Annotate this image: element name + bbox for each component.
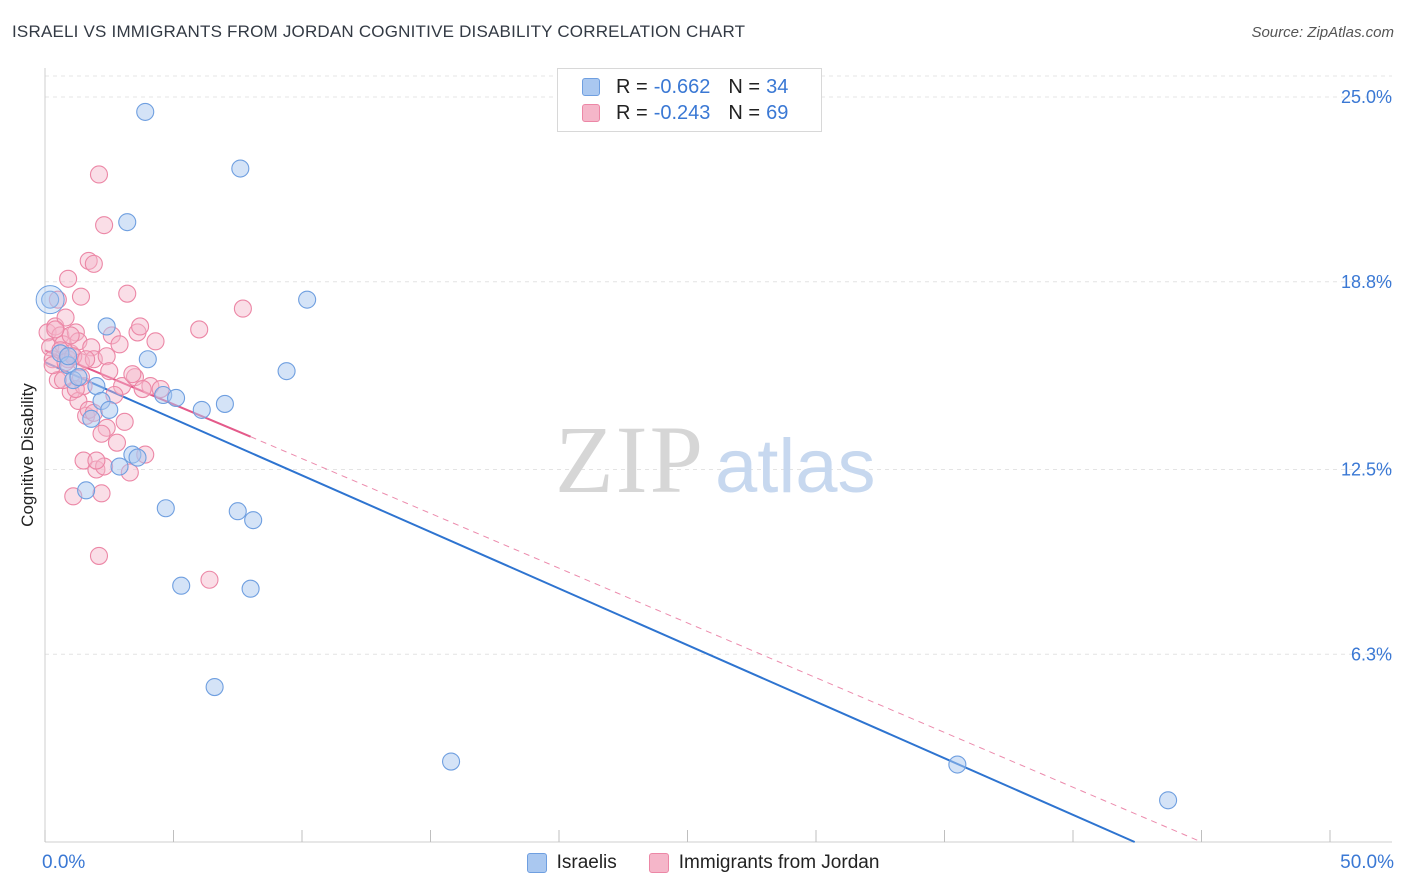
israelis-point xyxy=(192,400,211,419)
israelis-point xyxy=(69,368,88,387)
israelis-point xyxy=(948,755,967,774)
x-tick-label-min: 0.0% xyxy=(42,852,86,873)
jordan-point xyxy=(118,284,137,303)
israelis-point xyxy=(244,511,263,530)
israelis-point xyxy=(77,481,96,500)
israelis-point xyxy=(205,677,224,697)
jordan-point xyxy=(146,332,165,351)
y-tick-label: 25.0% xyxy=(1341,87,1392,107)
r-value: -0.662 xyxy=(653,75,711,98)
israelis-point xyxy=(442,752,461,771)
jordan-point xyxy=(92,424,111,443)
jordan-point xyxy=(56,308,75,327)
israelis-point xyxy=(59,347,78,366)
legend-label-jordan: Immigrants from Jordan xyxy=(678,852,880,873)
israelis-point xyxy=(1159,791,1178,810)
jordan-point xyxy=(89,165,109,184)
jordan-point xyxy=(115,412,134,431)
series-israelis xyxy=(35,102,1178,810)
jordan-point xyxy=(46,320,65,339)
pink-swatch xyxy=(582,104,600,122)
jordan-trend-extension xyxy=(250,436,1202,843)
jordan-point xyxy=(87,451,106,470)
series-legend: Israelis Immigrants from Jordan xyxy=(0,852,1406,874)
jordan-point xyxy=(71,287,91,306)
y-axis-label: Cognitive Disability xyxy=(18,383,37,527)
axis-layer xyxy=(44,68,1392,843)
jordan-point xyxy=(92,484,111,503)
n-value: 34 xyxy=(766,75,789,98)
jordan-point xyxy=(131,317,150,336)
blue-swatch xyxy=(582,78,600,96)
jordan-point xyxy=(110,335,129,354)
israelis-point xyxy=(110,457,129,476)
jordan-point xyxy=(133,379,152,399)
jordan-point xyxy=(61,326,80,345)
legend-label-israelis: Israelis xyxy=(556,852,617,873)
y-tick-label: 18.8% xyxy=(1341,272,1392,292)
jordan-point xyxy=(97,347,116,366)
israelis-point xyxy=(128,448,147,467)
legend-item-israelis[interactable]: Israelis xyxy=(526,852,617,874)
jordan-point xyxy=(190,320,209,339)
jordan-point xyxy=(107,433,127,452)
jordan-point xyxy=(200,570,219,589)
source-label: Source: ZipAtlas.com xyxy=(1251,24,1394,41)
jordan-point xyxy=(59,269,78,288)
stats-legend-row-israelis: R = -0.662 N = 34 xyxy=(582,76,788,98)
r-label: R = xyxy=(616,101,648,124)
r-label: R = xyxy=(616,75,648,98)
jordan-point xyxy=(77,350,96,369)
jordan-point xyxy=(233,299,252,318)
stats-legend: R = -0.662 N = 34 R = -0.243 N = 69 xyxy=(557,68,822,132)
jordan-point xyxy=(123,365,142,384)
israelis-point xyxy=(100,400,119,419)
jordan-point xyxy=(100,362,119,381)
watermark-atlas: atlas xyxy=(715,424,876,509)
y-tick-labels: 6.3% 12.5% 18.8% 25.0% xyxy=(1341,87,1392,664)
israelis-point xyxy=(231,159,250,178)
blue-swatch xyxy=(526,853,547,873)
israelis-point xyxy=(156,499,175,518)
n-label: N = xyxy=(728,101,761,124)
watermark-zip: ZIP xyxy=(555,406,705,513)
watermark: ZIP atlas xyxy=(555,406,876,513)
n-value: 69 xyxy=(766,101,789,124)
israelis-point xyxy=(298,290,317,309)
chart-title: ISRAELI VS IMMIGRANTS FROM JORDAN COGNIT… xyxy=(12,22,746,41)
stats-legend-row-jordan: R = -0.243 N = 69 xyxy=(582,102,788,124)
israelis-point xyxy=(136,102,155,121)
israelis-point xyxy=(215,394,234,413)
jordan-point xyxy=(97,418,116,437)
israelis-point xyxy=(118,213,137,232)
jordan-point xyxy=(79,251,98,270)
israelis-point xyxy=(138,350,157,369)
israelis-point xyxy=(228,502,247,521)
jordan-point xyxy=(89,546,109,565)
n-label: N = xyxy=(728,75,761,98)
israelis-point xyxy=(41,290,60,309)
israelis-point xyxy=(277,362,296,381)
jordan-point xyxy=(82,338,101,357)
israelis-point xyxy=(172,576,191,595)
jordan-point xyxy=(95,216,114,235)
israelis-point xyxy=(97,317,116,336)
y-tick-label: 12.5% xyxy=(1341,460,1392,480)
y-tick-label: 6.3% xyxy=(1351,644,1392,664)
jordan-point xyxy=(84,254,103,273)
israelis-point xyxy=(241,579,260,598)
legend-item-jordan[interactable]: Immigrants from Jordan xyxy=(648,852,880,874)
israelis-point xyxy=(167,388,186,408)
israelis-point-cluster xyxy=(35,285,65,315)
jordan-point xyxy=(74,451,93,470)
israelis-point xyxy=(82,409,101,428)
x-tick-label-max: 50.0% xyxy=(1340,852,1394,873)
r-value: -0.243 xyxy=(653,101,711,124)
pink-swatch xyxy=(648,853,669,873)
